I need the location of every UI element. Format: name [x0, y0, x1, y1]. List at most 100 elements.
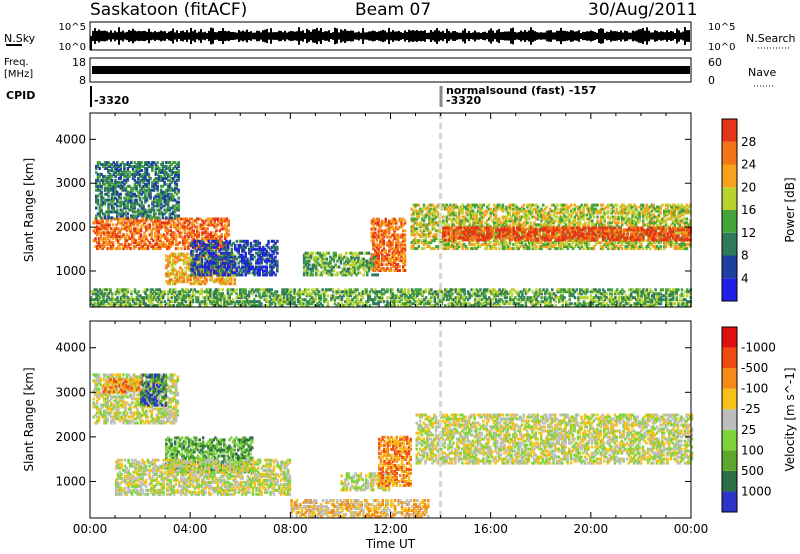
echo-cell	[417, 209, 420, 213]
echo-cell	[570, 215, 573, 219]
echo-cell	[492, 231, 496, 235]
echo-cell	[447, 209, 450, 213]
echo-cell	[96, 161, 100, 165]
echo-cell	[471, 221, 475, 225]
echo-cell	[375, 257, 379, 261]
nsky-bar	[166, 32, 168, 40]
echo-cell	[343, 263, 346, 267]
echo-cell	[381, 239, 384, 243]
echo-cell	[457, 243, 461, 247]
echo-cell	[177, 174, 180, 178]
echo-cell	[577, 245, 580, 249]
echo-cell	[382, 231, 386, 235]
echo-cell	[96, 229, 99, 233]
echo-cell	[233, 282, 236, 286]
echo-cell	[389, 247, 393, 251]
echo-cell	[114, 163, 117, 166]
freq-bar	[518, 66, 520, 74]
echo-cell	[480, 219, 484, 223]
echo-cell	[308, 259, 311, 263]
echo-cell	[557, 219, 561, 223]
freq-bar	[280, 66, 282, 74]
echo-cell	[570, 209, 573, 213]
echo-cell	[410, 217, 413, 221]
nsky-bar	[430, 30, 432, 42]
echo-cell	[147, 192, 151, 196]
echo-cell	[471, 243, 475, 247]
echo-cell	[346, 267, 350, 271]
echo-cell	[475, 219, 478, 223]
echo-cell	[176, 219, 180, 223]
echo-cell	[142, 190, 145, 194]
echo-cell	[218, 265, 221, 269]
echo-cell	[126, 198, 130, 202]
echo-cell	[429, 231, 433, 235]
echo-cell	[163, 182, 166, 186]
echo-cell	[421, 225, 424, 229]
echo-cell	[496, 239, 499, 243]
echo-cell	[220, 227, 223, 231]
echo-cell	[400, 235, 403, 239]
echo-cell	[168, 182, 172, 186]
echo-cell	[533, 215, 536, 219]
echo-cell	[325, 261, 329, 265]
echo-cell	[260, 259, 263, 263]
echo-cell	[375, 243, 379, 247]
echo-cell	[211, 249, 214, 253]
nsky-bar	[424, 30, 426, 42]
echo-cell	[592, 223, 596, 227]
echo-cell	[360, 259, 364, 263]
echo-cell	[177, 252, 180, 256]
echo-cell	[251, 267, 254, 271]
echo-cell	[131, 192, 135, 196]
echo-cell	[484, 209, 487, 213]
echo-cell	[505, 215, 508, 219]
echo-cell	[436, 213, 440, 217]
echo-cell	[415, 247, 419, 251]
echo-cell	[124, 221, 127, 225]
echo-cell	[203, 276, 207, 280]
nsky-bar	[126, 31, 128, 41]
echo-cell	[528, 245, 531, 249]
echo-cell	[221, 261, 225, 265]
echo-cell	[170, 196, 173, 200]
freq-bar	[678, 66, 680, 74]
echo-cell	[101, 239, 104, 243]
freq-bar	[472, 66, 474, 74]
echo-cell	[529, 241, 533, 245]
echo-cell	[178, 231, 181, 235]
echo-cell	[218, 273, 221, 277]
echo-cell	[107, 161, 110, 165]
echo-cell	[142, 172, 145, 176]
freq-bar	[660, 66, 662, 74]
echo-cell	[100, 208, 103, 212]
echo-cell	[573, 245, 577, 249]
freq-bar	[368, 66, 370, 74]
echo-cell	[533, 247, 536, 251]
freq-bar	[502, 66, 504, 74]
echo-cell	[226, 280, 229, 284]
nsky-bar	[686, 30, 688, 42]
echo-cell	[610, 203, 613, 207]
echo-cell	[585, 241, 589, 245]
echo-cell	[382, 233, 386, 237]
echo-cell	[215, 217, 218, 221]
echo-cell	[159, 174, 163, 178]
echo-cell	[97, 241, 101, 245]
echo-cell	[110, 178, 114, 182]
echo-cell	[171, 223, 174, 227]
echo-cell	[538, 247, 541, 251]
echo-cell	[433, 237, 436, 241]
echo-cell	[384, 221, 387, 225]
echo-cell	[159, 198, 163, 202]
echo-cell	[374, 243, 377, 247]
echo-cell	[95, 188, 98, 192]
echo-cell	[181, 217, 185, 221]
echo-cell	[599, 245, 603, 249]
echo-cell	[95, 206, 98, 210]
freq-bar	[264, 66, 266, 74]
echo-cell	[442, 247, 445, 251]
echo-cell	[582, 213, 585, 217]
echo-cell	[161, 170, 165, 174]
echo-cell	[501, 207, 505, 211]
